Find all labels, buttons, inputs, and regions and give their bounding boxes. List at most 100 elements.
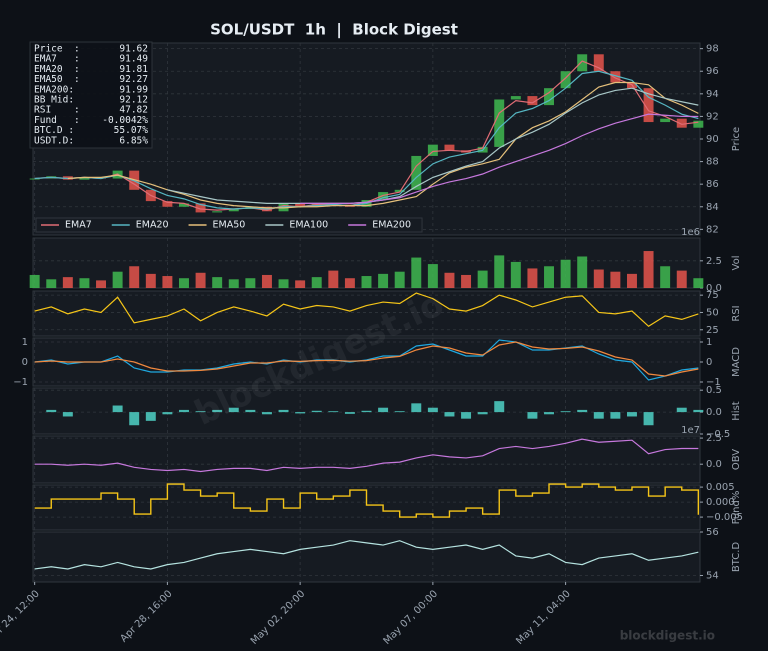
bar [228, 279, 239, 288]
series-line [34, 70, 699, 210]
bar [261, 412, 272, 415]
info-label: BB Mid: [34, 95, 74, 106]
legend-label: EMA7 [65, 220, 92, 231]
bar [593, 269, 604, 288]
bar [129, 266, 140, 288]
bar [328, 411, 339, 413]
info-label: Fund : [34, 115, 80, 126]
bar [560, 259, 571, 288]
y-tick-label: 2.5 [706, 256, 722, 267]
bar [46, 409, 57, 413]
bar [311, 410, 322, 413]
candle [179, 203, 189, 207]
bar [212, 409, 223, 413]
info-value: 92.12 [119, 95, 148, 106]
bar [427, 407, 438, 413]
series-line [34, 483, 700, 518]
legend-label: EMA20 [136, 220, 169, 231]
candle [162, 201, 173, 207]
y-axis-label: MACD [731, 347, 742, 377]
panel: 25 50 75 RSI [32, 290, 742, 337]
bar [344, 278, 355, 288]
bar [179, 409, 189, 413]
info-label: Price : [34, 44, 80, 55]
bar [577, 409, 588, 413]
series-line [34, 540, 699, 570]
candle [660, 118, 671, 123]
candle [29, 178, 40, 180]
bar [311, 277, 322, 288]
y-tick-label: 86 [706, 179, 719, 190]
bar [444, 412, 455, 417]
y-axis-label: RSI [731, 305, 742, 321]
info-label: USDT.D: [34, 135, 74, 146]
y-tick-label: −1 [706, 377, 721, 388]
bar [162, 276, 173, 288]
bar [394, 271, 405, 288]
y-axis-label: Price [731, 127, 742, 151]
panel-frame [32, 337, 701, 387]
bar [544, 412, 554, 415]
panel: 2.5 0.0 OBV 1e7 [32, 425, 742, 484]
bar [577, 256, 588, 288]
y-tick-label: 0.005 [706, 482, 735, 493]
x-tick-label: May 02, 20:00 [249, 588, 308, 647]
candle [228, 209, 239, 212]
candle [295, 203, 306, 207]
y-tick-label: 50 [706, 307, 719, 318]
candle [610, 71, 621, 83]
y-axis-label: Hist [731, 401, 742, 421]
series-line [300, 113, 699, 204]
candle [510, 96, 521, 100]
bar [245, 409, 256, 413]
info-label: EMA200: [34, 84, 74, 95]
bar [295, 280, 306, 288]
y-tick-label: −0.005 [706, 512, 743, 523]
info-value: 47.82 [119, 105, 148, 116]
bar [245, 278, 256, 288]
bar [112, 271, 123, 288]
y-tick-label: 25 [706, 325, 719, 336]
legend-box [35, 217, 423, 233]
bar [693, 278, 704, 288]
candle [527, 96, 538, 106]
y-tick-label: 94 [706, 89, 719, 100]
y-axis-label: BTC.D [731, 542, 742, 573]
bar [79, 278, 90, 288]
bar [112, 405, 123, 413]
chart-title: SOL/USDT 1h | Block Digest [210, 21, 458, 40]
offset-label: 1e7 [681, 425, 700, 436]
bar [461, 412, 472, 419]
info-value: 91.62 [119, 44, 148, 55]
bar [378, 273, 389, 288]
candle [411, 155, 422, 190]
bar [544, 266, 554, 288]
candle [676, 118, 687, 128]
bar [560, 411, 571, 413]
panel-frame [32, 435, 701, 484]
bar [676, 270, 687, 288]
bar [610, 412, 621, 419]
y-tick-label: 75 [706, 290, 719, 301]
y-tick-label: 82 [706, 224, 719, 235]
y-tick-label: 2.5 [706, 433, 722, 444]
bar [411, 257, 422, 288]
info-value: 6.85% [119, 135, 148, 146]
legend-label: EMA50 [213, 220, 246, 231]
bar [328, 270, 339, 288]
y-tick-label: 1 [22, 337, 28, 348]
bar [411, 403, 422, 413]
y-axis-label: Vol [731, 256, 742, 271]
bar [62, 277, 73, 288]
y-tick-label: 1 [706, 337, 712, 348]
y-tick-label: 0.0 [706, 283, 722, 294]
bar [394, 411, 405, 413]
offset-label: 1e6 [681, 227, 700, 238]
candle [195, 203, 206, 213]
y-tick-label: 56 [706, 527, 719, 538]
candle [394, 189, 405, 193]
x-tick-label: Apr 24, 12:00 [0, 588, 42, 644]
info-label: RSI : [34, 105, 80, 116]
